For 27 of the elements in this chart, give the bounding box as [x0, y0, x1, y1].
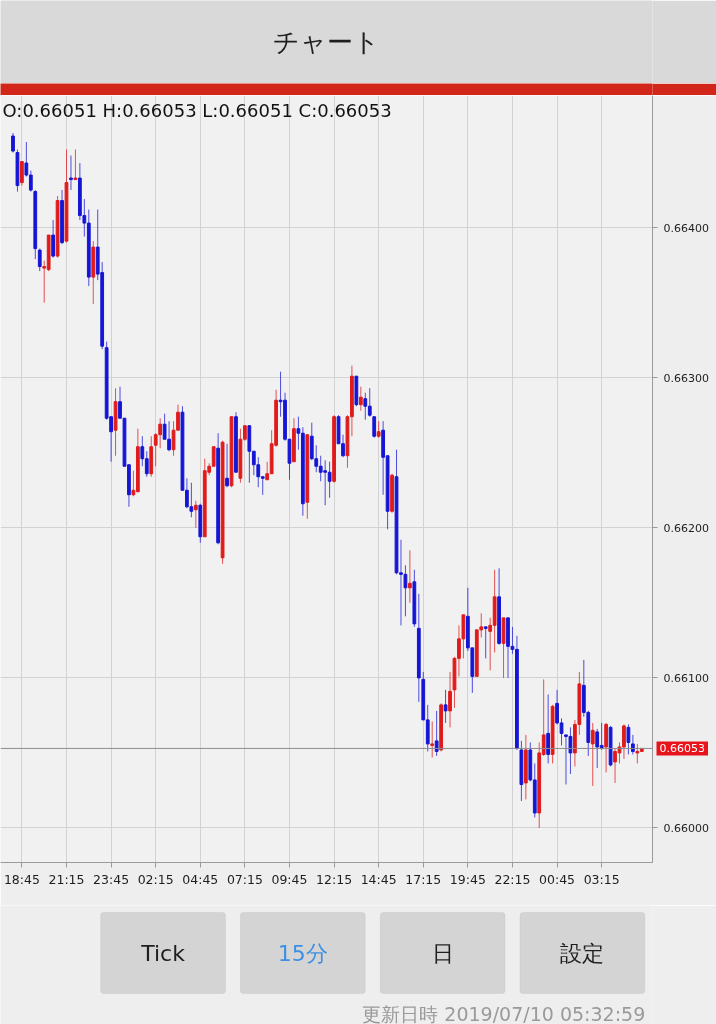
x-tick-label: 12:15: [316, 871, 353, 887]
y-tick-label: 0.66000: [663, 821, 709, 835]
x-tick-label: 00:45: [539, 871, 576, 887]
text: 設定: [560, 940, 605, 966]
x-tick-label: 07:15: [226, 871, 263, 887]
x-tick-label: 23:45: [93, 871, 130, 887]
x-tick-label: 04:45: [182, 871, 219, 887]
x-tick-label: 17:15: [405, 871, 442, 887]
x-tick-label: 02:15: [137, 871, 174, 887]
y-tick-label: 0.66300: [663, 371, 709, 385]
chart-title: チャート: [273, 27, 380, 57]
y-tick-label: 0.66100: [663, 671, 709, 685]
text: 15分: [277, 940, 328, 966]
x-tick-label: 22:15: [494, 871, 531, 887]
ref-line-label: 0.66053: [659, 742, 705, 756]
y-tick-label: 0.66400: [663, 221, 709, 235]
x-tick-label: 18:45: [3, 871, 40, 887]
x-tick-label: 14:45: [360, 871, 397, 887]
x-tick-label: 03:15: [583, 871, 620, 887]
x-tick-label: 21:15: [48, 871, 85, 887]
chart-subtitle: O:0.66051 H:0.66053 L:0.66051 C:0.66053: [2, 99, 392, 121]
y-tick-label: 0.66200: [663, 521, 709, 535]
text: 日: [431, 940, 454, 966]
x-tick-label: 09:45: [271, 871, 308, 887]
text: 更新日時 2019/07/10 05:32:59: [362, 1002, 646, 1024]
x-tick-label: 19:45: [449, 871, 486, 887]
text: Tick: [140, 940, 186, 966]
